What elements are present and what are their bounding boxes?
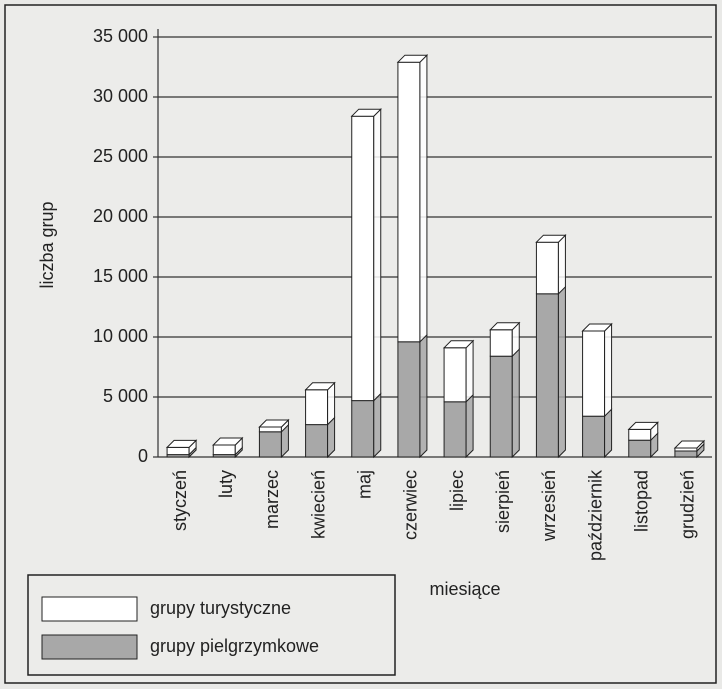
bar-front bbox=[397, 341, 421, 458]
legend-box bbox=[27, 574, 396, 676]
bar-front bbox=[305, 424, 329, 458]
x-tick-label: czerwiec bbox=[401, 470, 421, 540]
bar-segment bbox=[396, 53, 429, 344]
y-axis-title: liczba grup bbox=[37, 201, 57, 288]
bar-front bbox=[628, 428, 652, 441]
bar-side bbox=[557, 285, 566, 459]
bar-segment bbox=[673, 439, 706, 453]
x-tick-label: listopad bbox=[632, 470, 652, 532]
bar-top bbox=[442, 340, 475, 349]
bar-front bbox=[166, 446, 190, 456]
bar-front bbox=[535, 241, 559, 295]
bar-segment bbox=[627, 421, 659, 442]
bar-top bbox=[258, 419, 290, 428]
bar-front bbox=[489, 355, 513, 458]
bar-side bbox=[511, 347, 520, 459]
bar-front bbox=[351, 115, 375, 402]
bar-segment bbox=[489, 347, 520, 459]
bar-side bbox=[604, 322, 613, 418]
bar-side bbox=[604, 407, 613, 459]
x-tick-label: luty bbox=[216, 470, 236, 498]
y-tick-label: 20 000 bbox=[93, 206, 148, 226]
bar-front bbox=[258, 426, 282, 433]
x-tick-label: lipiec bbox=[447, 470, 467, 511]
bar-segment bbox=[582, 407, 613, 459]
bar-top bbox=[489, 322, 521, 331]
y-tick-label: 15 000 bbox=[93, 266, 148, 286]
x-tick-label: grudzień bbox=[678, 470, 698, 539]
bar-top bbox=[304, 382, 336, 391]
bar-top bbox=[535, 234, 567, 243]
bar-front bbox=[674, 450, 698, 458]
bar-front bbox=[535, 293, 559, 458]
bar-side bbox=[419, 53, 428, 344]
x-tick-label: sierpień bbox=[493, 470, 513, 533]
bar-segment bbox=[212, 436, 244, 456]
bar-top bbox=[212, 437, 244, 446]
bar-segment bbox=[535, 285, 566, 459]
bar-segment bbox=[351, 392, 382, 459]
bar-segment bbox=[397, 333, 428, 459]
bar-side bbox=[557, 233, 566, 296]
bar-front bbox=[489, 329, 513, 357]
x-axis-title: miesiące bbox=[429, 579, 500, 599]
bar-top bbox=[350, 108, 382, 117]
bar-segment bbox=[305, 416, 336, 459]
legend-swatch bbox=[41, 634, 138, 660]
x-tick-label: wrzesień bbox=[539, 470, 559, 542]
bar-segment bbox=[304, 381, 336, 426]
x-tick-label: kwiecień bbox=[308, 470, 328, 539]
legend-swatch bbox=[41, 596, 138, 622]
bar-front bbox=[443, 347, 467, 403]
bar-segment bbox=[258, 418, 290, 434]
x-tick-label: styczeń bbox=[170, 470, 190, 531]
bar-top bbox=[627, 421, 659, 430]
y-tick-label: 25 000 bbox=[93, 146, 148, 166]
x-tick-label: marzec bbox=[262, 470, 282, 529]
bar-segment bbox=[581, 322, 613, 418]
y-tick-label: 0 bbox=[138, 446, 148, 466]
y-tick-label: 10 000 bbox=[93, 326, 148, 346]
bar-front bbox=[397, 61, 421, 343]
bar-top bbox=[673, 440, 706, 449]
y-tick-label: 30 000 bbox=[93, 86, 148, 106]
bar-segment bbox=[443, 393, 474, 459]
bar-side bbox=[373, 392, 382, 459]
y-tick-label: 5 000 bbox=[103, 386, 148, 406]
bar-front bbox=[582, 330, 606, 417]
bar-front bbox=[258, 431, 282, 458]
bar-front bbox=[305, 389, 329, 426]
bar-top bbox=[165, 439, 198, 448]
x-tick-label: październik bbox=[585, 469, 605, 561]
bar-top bbox=[581, 323, 613, 332]
y-tick-label: 35 000 bbox=[93, 26, 148, 46]
bar-side bbox=[465, 393, 474, 459]
bar-side bbox=[373, 107, 382, 402]
x-tick-label: maj bbox=[355, 470, 375, 499]
bar-segment bbox=[442, 339, 475, 404]
legend-label: grupy turystyczne bbox=[150, 598, 291, 618]
bar-front bbox=[443, 401, 467, 458]
bar-segment bbox=[350, 107, 382, 402]
bar-segment bbox=[489, 321, 521, 358]
bar-front bbox=[582, 415, 606, 458]
bar-top bbox=[396, 54, 429, 63]
bar-segment bbox=[165, 439, 198, 456]
bar-side bbox=[465, 339, 474, 404]
legend-label: grupy pielgrzymkowe bbox=[150, 636, 319, 656]
bar-segment bbox=[535, 233, 567, 296]
bar-front bbox=[212, 444, 236, 456]
bar-front bbox=[351, 400, 375, 458]
bar-segment bbox=[258, 423, 289, 459]
bar-side bbox=[419, 333, 428, 459]
bar-front bbox=[628, 439, 652, 458]
